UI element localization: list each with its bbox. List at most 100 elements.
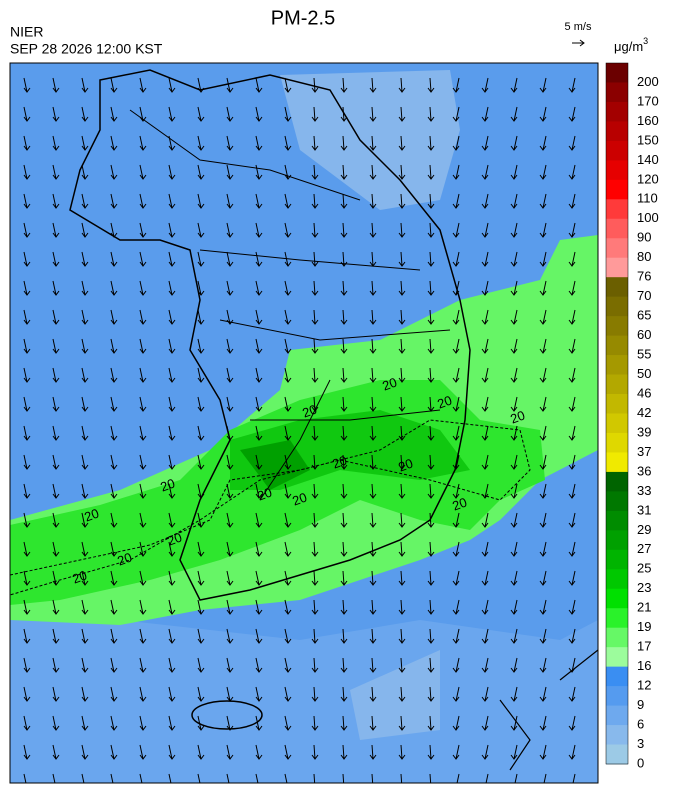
wind-arrow xyxy=(342,773,345,783)
wind-arrow xyxy=(568,599,576,615)
colorbar-label: 33 xyxy=(637,483,651,498)
wind-arrow xyxy=(311,570,319,586)
wind-arrow xyxy=(226,135,234,151)
wind-arrow xyxy=(139,512,147,528)
wind-arrow xyxy=(110,657,118,673)
wind-arrow xyxy=(139,454,147,470)
wind-arrow xyxy=(255,251,263,267)
wind-arrow xyxy=(284,628,292,644)
wind-arrow xyxy=(452,715,460,731)
colorbar-label: 21 xyxy=(637,600,651,615)
wind-arrow xyxy=(23,599,31,615)
wind-arrow xyxy=(139,570,147,586)
wind-arrow xyxy=(398,715,406,731)
wind-arrow xyxy=(481,135,489,151)
wind-arrow xyxy=(340,715,348,731)
wind-arrow xyxy=(398,77,406,93)
wind-arrow xyxy=(340,164,348,180)
wind-arrow xyxy=(139,367,147,383)
wind-arrow xyxy=(568,251,576,267)
province-boundary xyxy=(129,109,451,501)
wind-arrow xyxy=(226,309,234,325)
wind-arrow xyxy=(226,483,234,499)
wind-arrow xyxy=(369,541,377,557)
contour-label: 20 xyxy=(115,549,134,568)
wind-arrow xyxy=(52,773,56,783)
colorbar-segment xyxy=(606,705,628,726)
contour-label: 20 xyxy=(165,529,184,548)
wind-arrow xyxy=(23,222,31,238)
wind-arrow xyxy=(313,773,316,783)
wind-arrow xyxy=(311,251,319,267)
wind-arrow xyxy=(340,512,348,528)
wind-arrow xyxy=(481,367,489,383)
wind-arrow xyxy=(81,425,89,441)
wind-arrow xyxy=(311,106,319,122)
wind-arrow xyxy=(226,773,230,783)
wind-arrow xyxy=(168,77,176,93)
wind-arrow xyxy=(568,454,576,470)
colorbar-label: 160 xyxy=(637,113,659,128)
wind-arrow xyxy=(168,715,176,731)
wind-arrow xyxy=(481,280,489,296)
wind-arrow xyxy=(452,483,460,499)
wind-arrow xyxy=(369,715,377,731)
wind-arrow xyxy=(539,396,547,412)
colorbar-segment xyxy=(606,179,628,200)
wind-arrow xyxy=(311,193,319,209)
wind-arrow xyxy=(110,222,118,238)
wind-arrow xyxy=(197,483,205,499)
wind-arrow xyxy=(539,251,547,267)
map-frame xyxy=(9,62,599,784)
wind-arrow xyxy=(23,425,31,441)
wind-arrow xyxy=(197,309,205,325)
contour-label: 20 xyxy=(330,452,349,471)
wind-arrow xyxy=(369,483,377,499)
wind-arrow xyxy=(139,396,147,412)
wind-arrow xyxy=(311,367,319,383)
wind-arrow xyxy=(81,280,89,296)
wind-arrow xyxy=(539,570,547,586)
wind-arrow xyxy=(427,367,435,383)
wind-arrow xyxy=(371,773,374,783)
wind-arrow xyxy=(481,222,489,238)
wind-arrow xyxy=(197,251,205,267)
colorbar-segment xyxy=(606,569,628,590)
wind-arrow xyxy=(452,657,460,673)
wind-arrow xyxy=(168,541,176,557)
wind-arrow xyxy=(255,77,263,93)
wind-arrow xyxy=(52,106,60,122)
wind-arrow xyxy=(369,454,377,470)
wind-arrow xyxy=(168,106,176,122)
wind-arrow xyxy=(427,512,435,528)
wind-arrow xyxy=(168,135,176,151)
wind-arrow xyxy=(52,280,60,296)
wind-arrow xyxy=(452,744,460,760)
wind-arrow xyxy=(110,309,118,325)
colorbar: 2001701601501401201101009080767065605550… xyxy=(605,62,659,770)
wind-arrow xyxy=(255,744,263,760)
map xyxy=(10,63,598,783)
wind-arrow xyxy=(452,454,460,470)
wind-arrow xyxy=(284,599,292,615)
wind-arrow xyxy=(81,309,89,325)
wind-arrow xyxy=(398,628,406,644)
colorbar-segment xyxy=(606,277,628,298)
wind-arrow xyxy=(340,599,348,615)
wind-arrow xyxy=(81,396,89,412)
wind-arrow xyxy=(81,454,89,470)
wind-arrow xyxy=(81,251,89,267)
colorbar-label: 76 xyxy=(637,269,651,284)
colorbar-segment xyxy=(606,413,628,434)
colorbar-label: 19 xyxy=(637,619,651,634)
wind-arrow xyxy=(510,715,518,731)
colorbar-segment xyxy=(606,101,628,122)
wind-arrow xyxy=(510,570,518,586)
wind-arrow xyxy=(398,570,406,586)
wind-arrow xyxy=(139,280,147,296)
wind-arrow xyxy=(284,396,292,412)
colorbar-segment xyxy=(606,666,628,687)
wind-arrow xyxy=(81,628,89,644)
wind-scale-arrowhead xyxy=(579,39,585,47)
